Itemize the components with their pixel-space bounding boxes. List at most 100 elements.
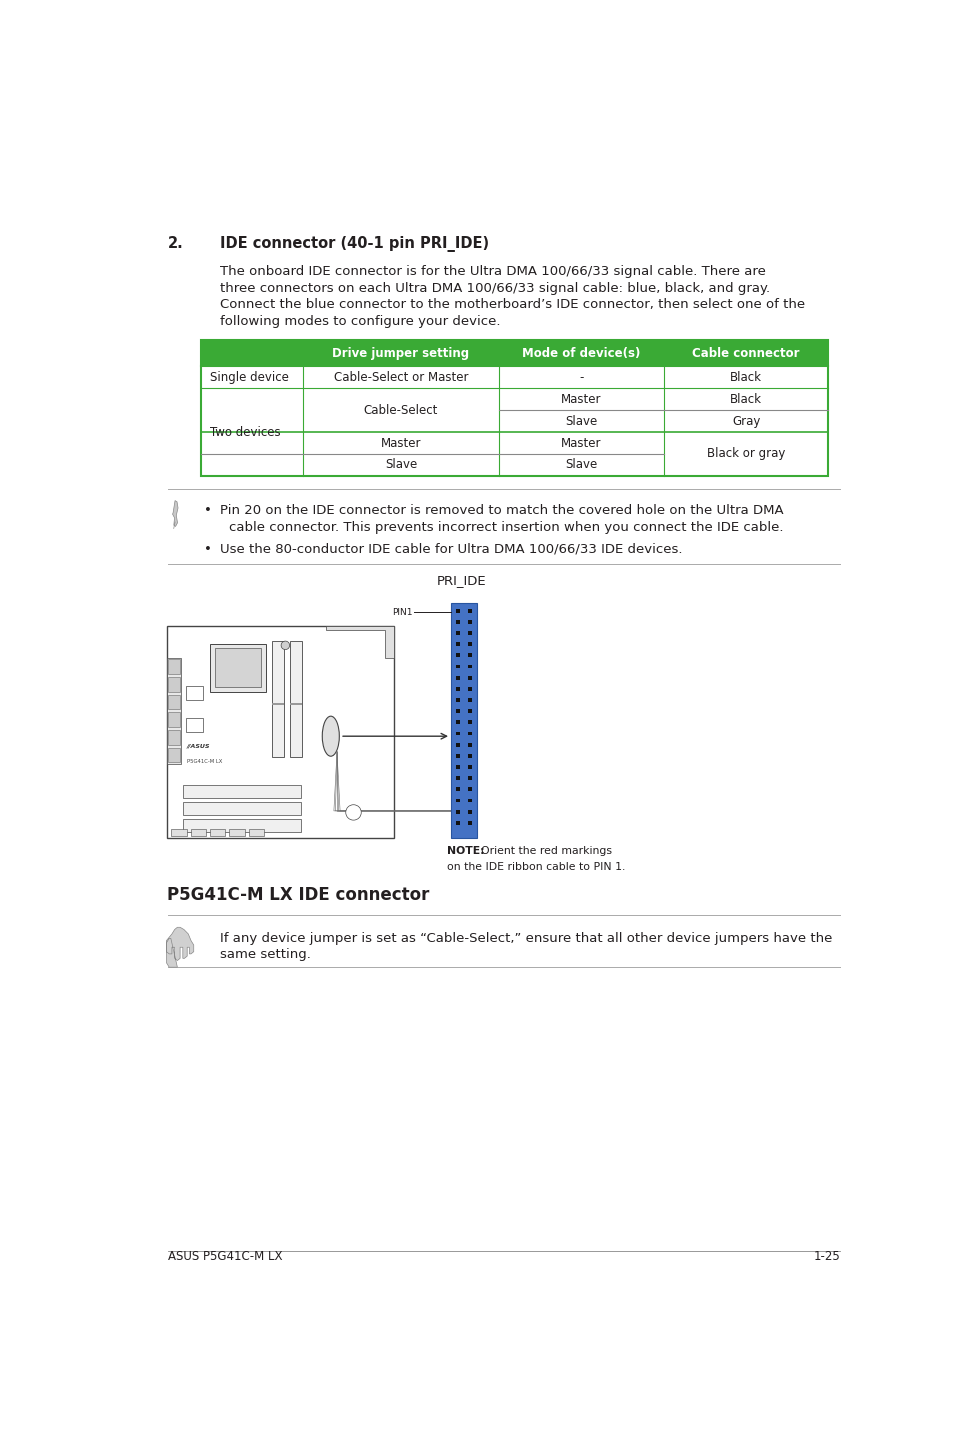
Circle shape xyxy=(281,641,290,650)
Bar xyxy=(456,798,459,802)
Polygon shape xyxy=(172,500,178,526)
Bar xyxy=(168,695,180,709)
Text: 1-25: 1-25 xyxy=(812,1250,840,1263)
Bar xyxy=(456,732,459,735)
Text: Black or gray: Black or gray xyxy=(706,447,784,460)
Bar xyxy=(456,788,459,791)
Bar xyxy=(168,712,180,726)
Bar xyxy=(456,777,459,779)
Polygon shape xyxy=(326,626,394,657)
Bar xyxy=(290,641,302,758)
Bar xyxy=(167,626,394,838)
Text: P5G41C-M LX IDE connector: P5G41C-M LX IDE connector xyxy=(167,886,429,903)
Bar xyxy=(468,732,472,735)
Bar xyxy=(468,664,472,669)
Bar xyxy=(468,653,472,657)
Text: Mode of device(s): Mode of device(s) xyxy=(521,347,639,360)
Bar xyxy=(456,697,459,702)
Bar xyxy=(186,718,203,732)
Text: IDE connector (40-1 pin PRI_IDE): IDE connector (40-1 pin PRI_IDE) xyxy=(220,236,489,253)
Text: Single device: Single device xyxy=(210,371,289,384)
Bar xyxy=(456,631,459,636)
Bar xyxy=(272,703,284,705)
Bar xyxy=(456,810,459,814)
Bar xyxy=(167,657,181,764)
Text: Slave: Slave xyxy=(564,459,597,472)
Text: Cable connector: Cable connector xyxy=(692,347,799,360)
Text: Orient the red markings: Orient the red markings xyxy=(480,846,612,856)
Bar xyxy=(468,608,472,613)
Bar xyxy=(186,686,203,700)
Text: Black: Black xyxy=(729,393,761,406)
Bar xyxy=(200,341,827,367)
Polygon shape xyxy=(166,928,193,968)
Text: Drive jumper setting: Drive jumper setting xyxy=(332,347,469,360)
Text: Cable-Select: Cable-Select xyxy=(363,404,437,417)
Text: Pin 20 on the IDE connector is removed to match the covered hole on the Ultra DM: Pin 20 on the IDE connector is removed t… xyxy=(220,505,782,518)
Bar xyxy=(210,644,266,692)
Bar xyxy=(183,785,300,798)
Text: -: - xyxy=(578,371,583,384)
Bar xyxy=(468,620,472,624)
Bar xyxy=(468,697,472,702)
Text: •: • xyxy=(204,544,213,557)
Text: on the IDE ribbon cable to PIN 1.: on the IDE ribbon cable to PIN 1. xyxy=(447,861,625,871)
Bar xyxy=(210,828,225,837)
Text: Master: Master xyxy=(560,393,601,406)
Text: ASUS P5G41C-M LX: ASUS P5G41C-M LX xyxy=(168,1250,282,1263)
Bar xyxy=(468,631,472,636)
Text: Slave: Slave xyxy=(564,414,597,427)
Bar xyxy=(272,641,284,758)
Bar xyxy=(200,367,827,476)
Text: Gray: Gray xyxy=(731,414,760,427)
Bar xyxy=(456,720,459,725)
Text: P5G41C-M LX: P5G41C-M LX xyxy=(187,759,222,765)
Bar xyxy=(468,643,472,646)
Text: Black: Black xyxy=(729,371,761,384)
Text: Master: Master xyxy=(560,437,601,450)
Bar xyxy=(468,798,472,802)
Text: same setting.: same setting. xyxy=(220,948,311,961)
Bar xyxy=(456,709,459,713)
Text: NOTE:: NOTE: xyxy=(447,846,484,856)
Bar xyxy=(456,653,459,657)
Bar xyxy=(456,754,459,758)
Bar xyxy=(171,828,187,837)
Bar xyxy=(468,765,472,769)
Circle shape xyxy=(345,805,361,820)
Bar xyxy=(468,687,472,690)
Bar xyxy=(183,802,300,815)
Bar xyxy=(456,620,459,624)
Bar xyxy=(183,820,300,831)
Bar xyxy=(168,731,180,745)
Text: If any device jumper is set as “Cable-Select,” ensure that all other device jump: If any device jumper is set as “Cable-Se… xyxy=(220,932,832,945)
Bar xyxy=(214,649,261,687)
Text: PRI_IDE: PRI_IDE xyxy=(436,575,486,588)
Bar xyxy=(229,828,245,837)
Text: following modes to configure your device.: following modes to configure your device… xyxy=(220,315,500,328)
Text: Slave: Slave xyxy=(384,459,416,472)
Bar xyxy=(456,608,459,613)
Text: cable connector. This prevents incorrect insertion when you connect the IDE cabl: cable connector. This prevents incorrect… xyxy=(229,521,783,533)
Text: 2.: 2. xyxy=(168,236,184,252)
Text: PIN1: PIN1 xyxy=(392,608,412,617)
Bar xyxy=(456,676,459,680)
Text: Cable-Select or Master: Cable-Select or Master xyxy=(334,371,468,384)
Text: Connect the blue connector to the motherboard’s IDE connector, then select one o: Connect the blue connector to the mother… xyxy=(220,298,804,311)
Text: Use the 80-conductor IDE cable for Ultra DMA 100/66/33 IDE devices.: Use the 80-conductor IDE cable for Ultra… xyxy=(220,544,681,557)
Text: three connectors on each Ultra DMA 100/66/33 signal cable: blue, black, and gray: three connectors on each Ultra DMA 100/6… xyxy=(220,282,769,295)
Bar xyxy=(451,603,476,838)
Bar xyxy=(456,664,459,669)
Bar xyxy=(468,821,472,825)
Bar xyxy=(468,743,472,746)
Bar xyxy=(456,821,459,825)
Bar xyxy=(468,676,472,680)
Bar xyxy=(168,660,180,674)
Bar xyxy=(290,703,302,705)
Text: The onboard IDE connector is for the Ultra DMA 100/66/33 signal cable. There are: The onboard IDE connector is for the Ult… xyxy=(220,265,765,278)
Bar xyxy=(456,643,459,646)
Bar xyxy=(468,777,472,779)
Ellipse shape xyxy=(322,716,339,756)
Text: Master: Master xyxy=(380,437,420,450)
Bar xyxy=(468,810,472,814)
